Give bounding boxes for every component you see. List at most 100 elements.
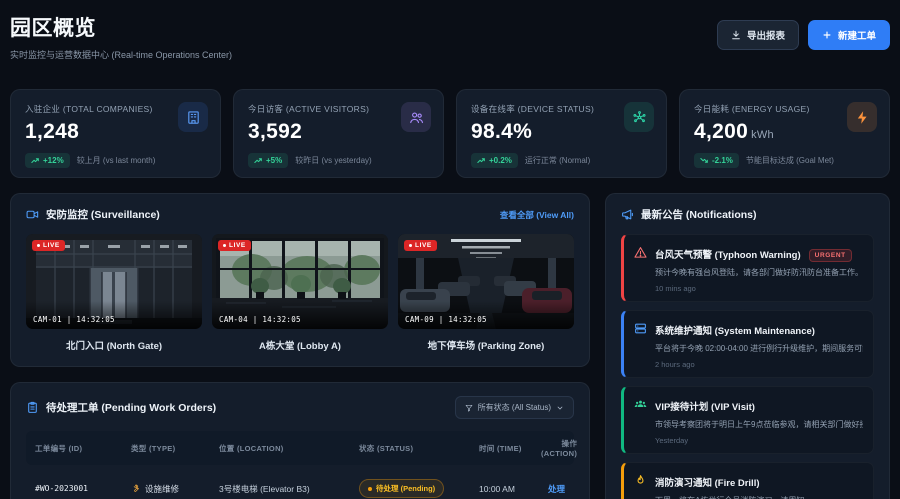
view-all-link[interactable]: 查看全部 (View All) <box>499 209 574 220</box>
status-badge: 待处理 (Pending) <box>359 479 445 498</box>
building-icon <box>178 102 208 132</box>
new-work-order-button[interactable]: 新建工单 <box>807 20 890 50</box>
notifications-list: 台风天气预警 (Typhoon Warning) URGENT 预计今晚有强台风登… <box>621 234 874 499</box>
stats-row: 入驻企业 (TOTAL COMPANIES) 1,248 +12% 较上月 (v… <box>10 89 890 178</box>
camera-caption: 北门入口 (North Gate) <box>65 341 163 352</box>
notification-title: 台风天气预警 (Typhoon Warning) <box>655 250 801 261</box>
page-subtitle: 实时监控与运营数据中心 (Real-time Operations Center… <box>10 50 233 60</box>
notification-system-maintenance[interactable]: 系统维护通知 (System Maintenance) 平台将于今晚 02:00… <box>621 310 874 378</box>
notification-vip-visit[interactable]: VIP接待计划 (VIP Visit) 市领导考察团将于明日上午9点莅临参观，请… <box>621 386 874 454</box>
notification-fire-drill[interactable]: 消防演习通知 (Fire Drill) 下周一将在A栋举行全员消防演习，请周知。… <box>621 462 874 499</box>
work-order-id: #WO-2023001 <box>35 484 88 493</box>
camera-feed-lobby-a[interactable]: LIVE CAM-04 | 14:32:05 <box>212 234 388 329</box>
notification-body: 平台将于今晚 02:00-04:00 进行例行升级维护，期间服务可能中断。 <box>655 344 863 353</box>
bolt-icon <box>847 102 877 132</box>
work-order-time: 10:00 AM <box>479 483 515 494</box>
wrench-icon <box>133 484 140 492</box>
users-icon <box>401 102 431 132</box>
stat-note: 运行正常 (Normal) <box>524 156 591 165</box>
handle-order-link[interactable]: 处理 <box>547 483 565 494</box>
status-filter-dropdown[interactable]: 所有状态 (All Status) <box>454 396 574 419</box>
camera-caption: A栋大堂 (Lobby A) <box>259 341 341 352</box>
server-icon <box>634 322 647 335</box>
clipboard-icon <box>26 401 39 414</box>
trend-down-icon <box>700 158 708 163</box>
column-header-type: 类型 (TYPE) <box>131 443 176 453</box>
notification-body: 下周一将在A栋举行全员消防演习，请周知。 <box>655 495 863 499</box>
stat-note: 节能目标达成 (Goal Met) <box>745 156 834 165</box>
stat-card-companies: 入驻企业 (TOTAL COMPANIES) 1,248 +12% 较上月 (v… <box>10 89 221 178</box>
work-order-location: 3号楼电梯 (Elevator B3) <box>219 483 310 494</box>
work-orders-panel: 待处理工单 (Pending Work Orders) 所有状态 (All St… <box>10 382 590 499</box>
table-row: #WO-2023001 设施维修 3号楼电梯 (Elevator B3) 待处理… <box>26 465 574 499</box>
surveillance-title: 安防监控 (Surveillance) <box>46 209 160 221</box>
topbar: 园区概览 实时监控与运营数据中心 (Real-time Operations C… <box>10 12 890 61</box>
notification-title: VIP接待计划 (VIP Visit) <box>655 402 755 413</box>
delta-badge: +12% <box>25 153 70 168</box>
video-camera-icon <box>26 208 39 221</box>
megaphone-icon <box>621 208 634 221</box>
notification-title: 消防演习通知 (Fire Drill) <box>655 478 760 489</box>
camera-feed-parking[interactable]: LIVE CAM-09 | 14:32:05 <box>398 234 574 329</box>
stat-note: 较昨日 (vs yesterday) <box>295 156 372 165</box>
column-header-id: 工单编号 (ID) <box>35 443 83 453</box>
surveillance-panel: 安防监控 (Surveillance) 查看全部 (View All) <box>10 193 590 367</box>
status-filter-label: 所有状态 (All Status) <box>477 403 551 412</box>
delta-badge: -2.1% <box>694 153 739 168</box>
stat-label: 入驻企业 (TOTAL COMPANIES) <box>25 104 153 114</box>
column-header-time: 时间 (TIME) <box>479 443 522 453</box>
stat-value: 1,248 <box>25 120 80 143</box>
notifications-title: 最新公告 (Notifications) <box>641 209 757 221</box>
notification-time: 2 hours ago <box>655 360 695 369</box>
live-badge: LIVE <box>32 240 65 251</box>
export-report-button[interactable]: 导出报表 <box>716 20 799 50</box>
notification-body: 预计今晚有强台风登陆，请各部门做好防汛防台准备工作。 <box>655 268 863 277</box>
fire-icon <box>634 474 647 487</box>
trend-up-icon <box>254 158 262 163</box>
column-header-location: 位置 (LOCATION) <box>219 443 284 453</box>
work-orders-table-header: 工单编号 (ID) 类型 (TYPE) 位置 (LOCATION) 状态 (ST… <box>26 431 578 465</box>
stat-value: 4,200 kWh <box>694 120 774 143</box>
live-dot-icon <box>37 244 40 247</box>
funnel-icon <box>465 404 472 411</box>
plus-icon <box>822 30 832 40</box>
delta-badge: +0.2% <box>471 153 518 168</box>
warning-triangle-icon <box>634 246 647 259</box>
work-orders-title: 待处理工单 (Pending Work Orders) <box>46 402 217 414</box>
camera-card-parking: LIVE CAM-09 | 14:32:05 地下停车场 (Parking Zo… <box>398 234 574 352</box>
delta-badge: +5% <box>248 153 289 168</box>
notification-title: 系统维护通知 (System Maintenance) <box>655 326 815 337</box>
new-work-order-label: 新建工单 <box>837 31 876 42</box>
chevron-down-icon <box>557 406 563 410</box>
stat-value: 3,592 <box>248 120 303 143</box>
live-badge: LIVE <box>404 240 437 251</box>
notification-body: 市领导考察团将于明日上午9点莅临参观，请相关部门做好接待。 <box>655 420 863 429</box>
notification-time: Yesterday <box>655 436 689 445</box>
live-badge: LIVE <box>218 240 251 251</box>
trend-up-icon <box>31 158 39 163</box>
main-grid: 安防监控 (Surveillance) 查看全部 (View All) <box>10 193 890 499</box>
camera-id-label: CAM-01 | 14:32:05 <box>26 301 202 329</box>
camera-grid: LIVE CAM-01 | 14:32:05 北门入口 (North Gate) <box>26 234 574 352</box>
live-dot-icon <box>409 244 412 247</box>
stat-note: 较上月 (vs last month) <box>76 156 156 165</box>
column-header-action: 操作 (ACTION) <box>541 439 578 458</box>
column-header-status: 状态 (STATUS) <box>359 443 414 453</box>
camera-feed-north-gate[interactable]: LIVE CAM-01 | 14:32:05 <box>26 234 202 329</box>
title-block: 园区概览 实时监控与运营数据中心 (Real-time Operations C… <box>10 12 232 61</box>
work-order-type: 设施维修 <box>131 483 219 495</box>
urgent-badge: URGENT <box>808 249 852 262</box>
notification-typhoon-warning[interactable]: 台风天气预警 (Typhoon Warning) URGENT 预计今晚有强台风登… <box>621 234 874 302</box>
camera-card-north-gate: LIVE CAM-01 | 14:32:05 北门入口 (North Gate) <box>26 234 202 352</box>
stat-label: 设备在线率 (DEVICE STATUS) <box>471 104 595 114</box>
export-report-label: 导出报表 <box>746 31 785 42</box>
live-dot-icon <box>223 244 226 247</box>
topbar-actions: 导出报表 新建工单 <box>716 20 890 50</box>
camera-id-label: CAM-09 | 14:32:05 <box>398 301 574 329</box>
stat-value: 98.4% <box>471 120 533 143</box>
trend-up-icon <box>477 158 485 163</box>
camera-caption: 地下停车场 (Parking Zone) <box>427 341 545 352</box>
network-hub-icon <box>624 102 654 132</box>
stat-label: 今日能耗 (ENERGY USAGE) <box>694 104 810 114</box>
